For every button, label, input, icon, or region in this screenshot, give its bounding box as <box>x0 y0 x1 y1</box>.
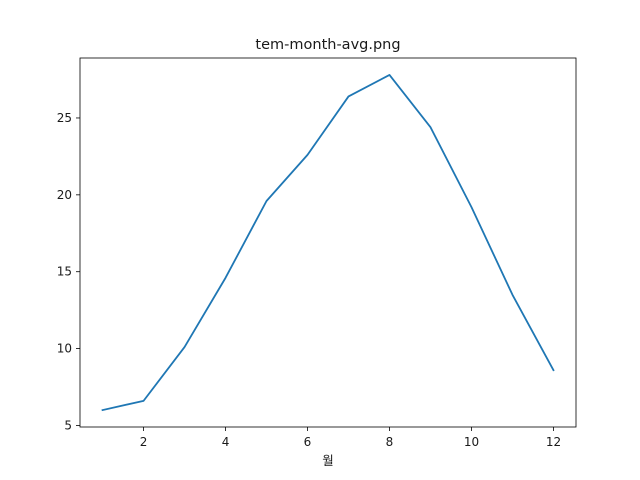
x-tick-label: 12 <box>546 435 561 449</box>
x-axis-label: 월 <box>322 453 334 468</box>
series-line-0 <box>101 74 555 412</box>
plot-frame <box>79 57 577 428</box>
x-tick-label: 8 <box>386 435 394 449</box>
y-tick-label: 10 <box>57 342 72 356</box>
y-axis: 5 10 15 20 25 <box>57 111 80 432</box>
y-tick-label: 15 <box>57 265 72 279</box>
x-axis: 2 4 6 8 10 12 <box>140 427 561 449</box>
y-tick-label: 20 <box>57 188 72 202</box>
x-tick-label: 10 <box>464 435 479 449</box>
chart-title: tem-month-avg.png <box>255 37 400 53</box>
x-tick-label: 4 <box>222 435 230 449</box>
y-tick-label: 25 <box>57 111 72 125</box>
x-tick-label: 6 <box>304 435 312 449</box>
x-tick-label: 2 <box>140 435 148 449</box>
y-tick-label: 5 <box>64 418 72 432</box>
series-layer <box>101 74 555 412</box>
